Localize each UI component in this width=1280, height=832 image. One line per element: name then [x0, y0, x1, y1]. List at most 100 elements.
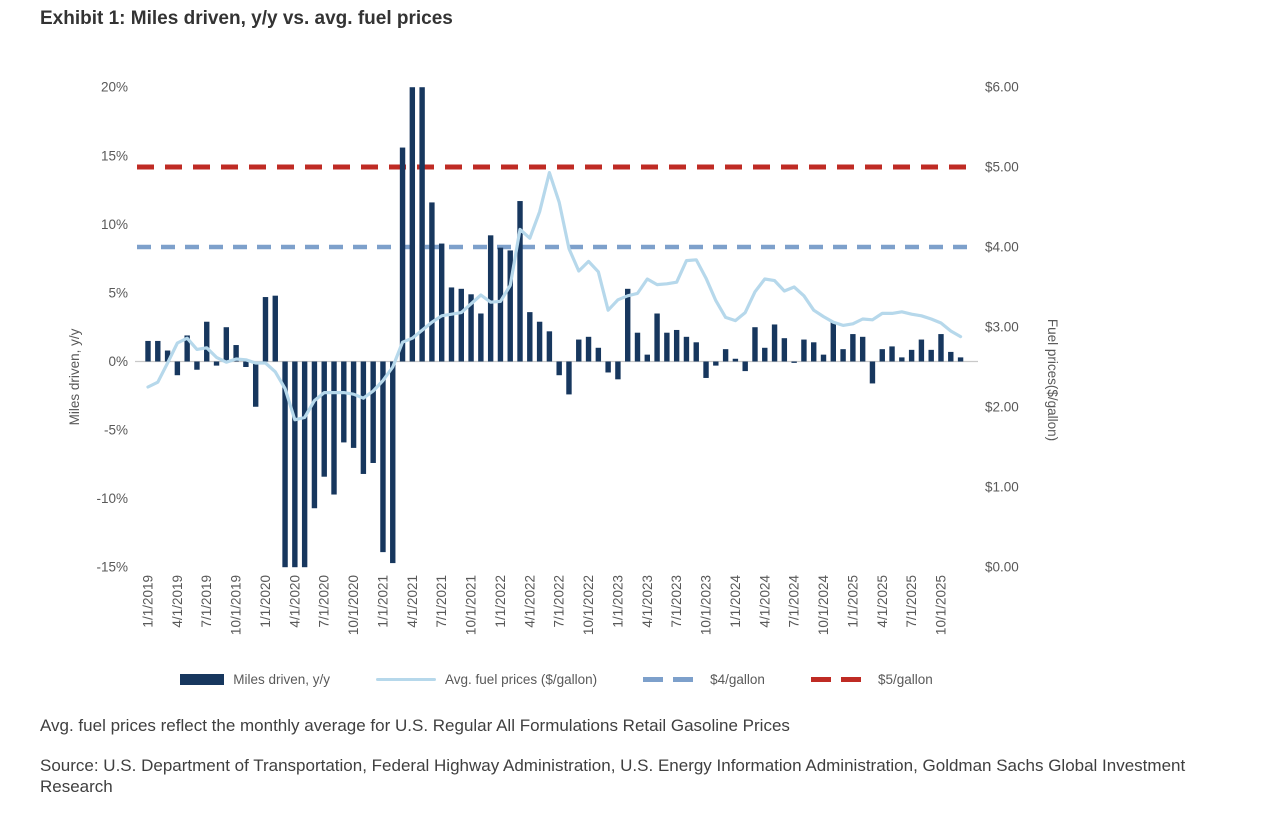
legend-item-line-fuel_line: Avg. fuel prices ($/gallon) [376, 672, 597, 687]
legend-item-dash-dash_blue: $4/gallon [643, 672, 765, 687]
right-axis-tick-label: $0.00 [985, 560, 1019, 575]
miles-driven-bar [252, 361, 259, 407]
miles-driven-bar [948, 351, 954, 362]
miles-driven-bar [448, 287, 455, 362]
legend-swatch-dash [810, 677, 869, 682]
miles-driven-bar [517, 201, 523, 362]
left-axis-tick-label: -5% [104, 423, 128, 438]
x-axis-tick-label: 7/1/2022 [552, 575, 567, 628]
miles-driven-bar [311, 361, 318, 509]
x-axis-tick-label: 4/1/2019 [170, 575, 185, 628]
miles-driven-bar [644, 354, 650, 362]
miles-driven-bar [145, 340, 151, 362]
miles-driven-bar [879, 349, 885, 362]
miles-driven-bar [527, 312, 533, 362]
chart-svg: 20% 15% 10% 5% 0% -5% -10% -15% $6.00 $5.00 $4.00 $… [67, 80, 1060, 636]
legend-swatch-dash [643, 677, 702, 682]
x-axis-tick-label: 7/1/2020 [317, 575, 332, 628]
miles-driven-bar [801, 339, 807, 362]
miles-driven-bar [164, 350, 171, 362]
miles-driven-bar [292, 361, 298, 568]
right-axis-tick-label: $2.00 [985, 400, 1019, 415]
miles-driven-bar [497, 247, 504, 362]
x-axis-tick-label: 4/1/2022 [522, 575, 537, 628]
miles-driven-bar [321, 361, 327, 477]
x-axis-tick-label: 1/1/2021 [375, 575, 390, 628]
legend-label: $4/gallon [710, 672, 765, 687]
miles-driven-bar [595, 347, 602, 362]
right-axis-tick-label: $4.00 [985, 240, 1019, 255]
right-axis-tick-label: $3.00 [985, 320, 1019, 335]
miles-driven-bar [771, 324, 778, 362]
miles-driven-bar [791, 361, 797, 363]
miles-driven-bar [634, 332, 641, 362]
x-axis-tick-label: 7/1/2021 [434, 575, 449, 628]
x-axis-tick-label: 10/1/2022 [581, 575, 596, 635]
x-axis-tick-label: 4/1/2024 [757, 575, 772, 628]
chart-footnote: Avg. fuel prices reflect the monthly ave… [40, 716, 790, 735]
miles-driven-bar [507, 250, 513, 362]
miles-driven-bar [174, 361, 181, 376]
left-axis-title: Miles driven, y/y [67, 328, 82, 425]
miles-driven-bar [301, 361, 308, 568]
miles-driven-bar [399, 147, 406, 362]
legend-label: Avg. fuel prices ($/gallon) [445, 672, 598, 687]
x-axis-tick-label: 10/1/2025 [933, 575, 948, 635]
miles-driven-bar [693, 342, 699, 362]
left-axis-tick-label: 0% [108, 354, 128, 369]
miles-driven-bar [155, 340, 161, 362]
miles-driven-bar [429, 202, 435, 362]
x-axis-tick-label: 10/1/2024 [816, 575, 831, 636]
miles-driven-bar [615, 361, 621, 380]
legend-item-dash-dash_red: $5/gallon [810, 672, 933, 687]
x-axis-tick-label: 7/1/2024 [787, 575, 802, 628]
miles-driven-bar [546, 331, 553, 362]
miles-driven-bar [722, 349, 729, 362]
miles-driven-bar [625, 288, 631, 362]
miles-driven-bar [713, 361, 719, 366]
miles-driven-bar [360, 361, 367, 474]
left-axis-tick-label: 10% [101, 217, 128, 232]
miles-driven-bar [439, 243, 445, 362]
miles-driven-bar [576, 339, 582, 362]
miles-driven-bar [468, 294, 474, 362]
miles-driven-bar [673, 329, 680, 362]
miles-driven-bar [556, 361, 562, 376]
miles-driven-bar [331, 361, 337, 495]
miles-driven-bar [889, 346, 895, 362]
right-axis-title: Fuel prices($/gallon) [1045, 319, 1060, 441]
x-axis-tick-label: 10/1/2021 [464, 575, 479, 635]
miles-driven-bar [820, 354, 827, 362]
x-axis-tick-label: 4/1/2023 [640, 575, 655, 628]
miles-driven-bar [233, 345, 239, 362]
miles-driven-bar [478, 313, 484, 362]
miles-driven-bar [899, 357, 905, 362]
miles-driven-bar [703, 361, 709, 378]
miles-driven-bar [204, 321, 210, 362]
miles-driven-bar [213, 361, 220, 366]
miles-driven-bar [732, 358, 739, 362]
miles-driven-bar [781, 338, 788, 362]
legend-item-bar-bar_navy: Miles driven, y/y [180, 672, 330, 687]
x-axis-tick-label: 7/1/2025 [904, 575, 919, 628]
source-attribution: Source: U.S. Department of Transportatio… [40, 756, 1186, 796]
x-axis-tick-label: 4/1/2020 [287, 575, 302, 628]
left-axis-tick-label: 15% [101, 148, 128, 163]
miles-driven-bar [585, 336, 592, 362]
miles-driven-bar [272, 295, 278, 362]
legend-swatch-bar [180, 674, 225, 685]
miles-driven-bar [918, 339, 925, 362]
miles-driven-bar [409, 87, 416, 362]
miles-driven-bar [859, 336, 866, 362]
right-axis-tick-label: $1.00 [985, 480, 1019, 495]
miles-driven-bar [350, 361, 357, 448]
x-axis-tick-label: 7/1/2023 [669, 575, 684, 628]
x-axis-tick-label: 10/1/2020 [346, 575, 361, 635]
miles-driven-bar [742, 361, 748, 372]
miles-driven-bar [908, 349, 915, 362]
x-axis-tick-label: 10/1/2023 [699, 575, 714, 635]
miles-driven-bar [762, 347, 768, 362]
miles-driven-bar [840, 349, 846, 362]
legend-swatch-line [376, 677, 437, 682]
exhibit-title: Exhibit 1: Miles driven, y/y vs. avg. fu… [40, 8, 453, 29]
